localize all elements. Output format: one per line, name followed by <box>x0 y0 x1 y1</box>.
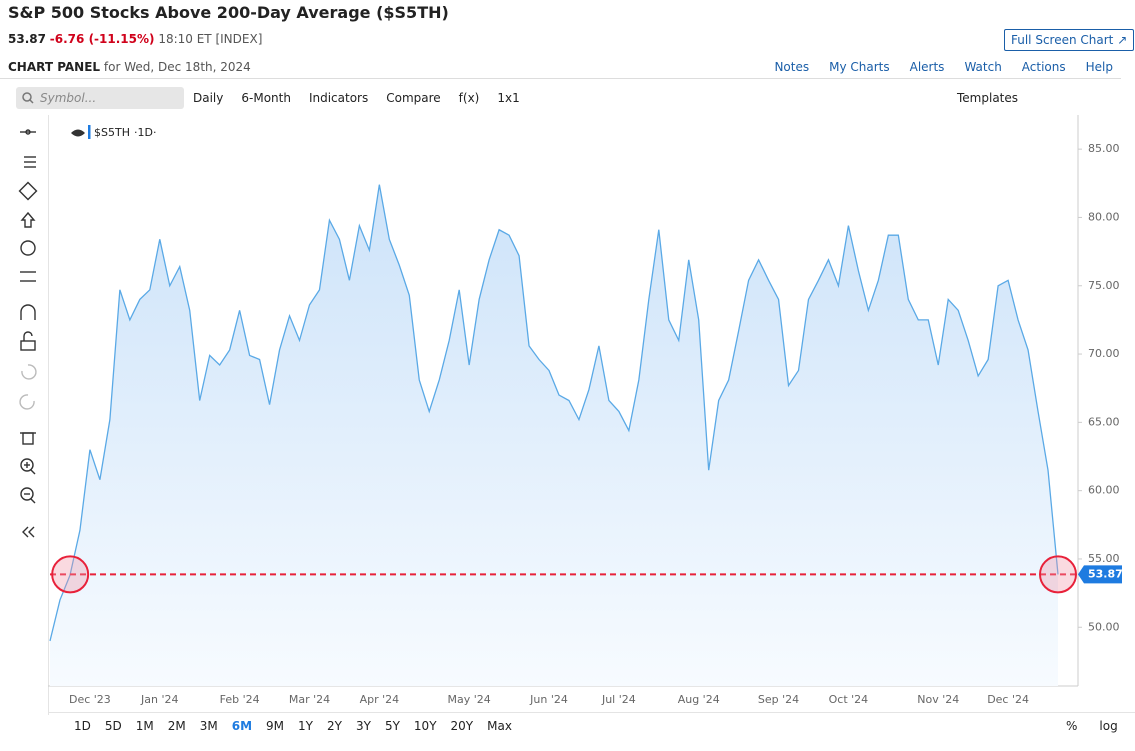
chart: barchart $S5TH ·1D· 50.0055.0060.0065.00… <box>48 115 1123 706</box>
x-tick-label: Jan '24 <box>140 693 178 706</box>
page-title: S&P 500 Stocks Above 200-Day Average ($S… <box>8 3 449 22</box>
toolbar-item[interactable]: 6-Month <box>241 91 291 105</box>
highlight-circle <box>1039 555 1077 594</box>
period-button[interactable]: 9M <box>266 719 285 733</box>
y-tick-label: 65.00 <box>1088 415 1120 428</box>
y-tick-label: 85.00 <box>1088 142 1120 155</box>
period-button[interactable]: 1Y <box>298 719 314 733</box>
legend: $S5TH ·1D· <box>71 125 156 139</box>
toolbar-item[interactable]: Indicators <box>308 91 369 105</box>
area-fill <box>50 184 1058 686</box>
panel-label: CHART PANEL <box>8 60 101 74</box>
x-tick-label: Oct '24 <box>829 693 869 706</box>
panel-link[interactable]: Help <box>1085 60 1113 74</box>
x-tick-label: Feb '24 <box>220 693 260 706</box>
x-tick-label: Dec '23 <box>69 693 111 706</box>
quote: 53.87 -6.76 (-11.15%) 18:10 ET [INDEX] <box>8 32 262 46</box>
x-tick-label: May '24 <box>448 693 491 706</box>
y-tick-label: 80.00 <box>1088 210 1120 223</box>
period-button[interactable]: 2M <box>167 719 186 733</box>
period-button[interactable]: 2Y <box>327 719 342 733</box>
templates-button[interactable]: Templates <box>957 91 1019 105</box>
panel-links: Notes My Charts Alerts Watch Actions Help <box>774 60 1113 74</box>
x-tick-label: Dec '24 <box>987 693 1029 706</box>
x-tick-label: Jun '24 <box>529 693 568 706</box>
tool-icons <box>18 129 38 538</box>
y-tick-label: 75.00 <box>1088 279 1120 292</box>
panel-link[interactable]: Actions <box>1021 60 1066 74</box>
x-tick-label: Nov '24 <box>917 693 959 706</box>
divider <box>0 78 1121 79</box>
period-button[interactable]: 6M <box>231 719 253 733</box>
last-price: 53.87 <box>8 32 46 46</box>
divider <box>48 712 1135 713</box>
full-screen-button[interactable]: Full Screen Chart ↗ <box>1004 29 1135 51</box>
quote-time: 18:10 ET [INDEX] <box>158 32 263 46</box>
panel-info: CHART PANEL for Wed, Dec 18th, 2024 <box>8 60 251 74</box>
y-tick-label: 55.00 <box>1088 552 1120 565</box>
period-button[interactable]: 1D <box>74 719 91 733</box>
scale-button[interactable]: log <box>1099 719 1118 733</box>
x-tick-label: Jul '24 <box>601 693 636 706</box>
line <box>49 184 1059 642</box>
x-tick-label: Apr '24 <box>360 693 400 706</box>
full-screen-label: Full Screen Chart <box>1011 33 1114 47</box>
period-button[interactable]: 10Y <box>413 719 437 733</box>
legend-symbol: $S5TH <box>94 126 130 139</box>
period-button[interactable]: 1M <box>135 719 154 733</box>
toolbar-item[interactable]: Daily <box>193 91 224 105</box>
price-tag-label: 53.87 <box>1088 567 1123 580</box>
period-button[interactable]: 20Y <box>450 719 474 733</box>
period-button[interactable]: 5Y <box>384 719 400 733</box>
period-button[interactable]: 5D <box>104 719 122 733</box>
search-icon <box>22 92 34 104</box>
period-bar: 1D 5D 1M 2M 3M 6M 9M 1Y 2Y 3Y 5Y 10Y 20Y Max <box>67 719 519 733</box>
toolbar-item[interactable]: 1x1 <box>497 91 520 105</box>
panel-link[interactable]: Watch <box>964 60 1002 74</box>
x-tick-label: Aug '24 <box>678 693 720 706</box>
period-button[interactable]: Max <box>487 719 512 733</box>
price-tag <box>1078 565 1122 584</box>
panel-date: for Wed, Dec 18th, 2024 <box>103 60 251 74</box>
y-tick-label: 50.00 <box>1088 620 1120 633</box>
x-tick-label: Sep '24 <box>758 693 799 706</box>
toolbar-item[interactable]: f(x) <box>458 91 480 105</box>
panel-link[interactable]: My Charts <box>829 60 890 74</box>
price-change: -6.76 (-11.15%) <box>49 32 155 46</box>
drawing-toolbar <box>0 115 49 715</box>
scale-options: % log <box>1066 719 1118 733</box>
symbol-search[interactable]: Symbol... <box>16 87 184 109</box>
panel-link[interactable]: Notes <box>774 60 810 74</box>
y-tick-label: 60.00 <box>1088 484 1120 497</box>
y-tick-label: 70.00 <box>1088 347 1120 360</box>
legend-interval: ·1D· <box>134 126 156 139</box>
period-button[interactable]: 3M <box>199 719 218 733</box>
highlight-circle <box>51 555 90 594</box>
panel-link[interactable]: Alerts <box>909 60 945 74</box>
period-button[interactable]: 3Y <box>355 719 371 733</box>
scale-button[interactable]: % <box>1066 719 1078 733</box>
x-tick-label: Mar '24 <box>289 693 330 706</box>
toolbar: Daily 6-Month Indicators Compare f(x) 1x1 <box>193 91 538 105</box>
toolbar-item[interactable]: Compare <box>386 91 441 105</box>
